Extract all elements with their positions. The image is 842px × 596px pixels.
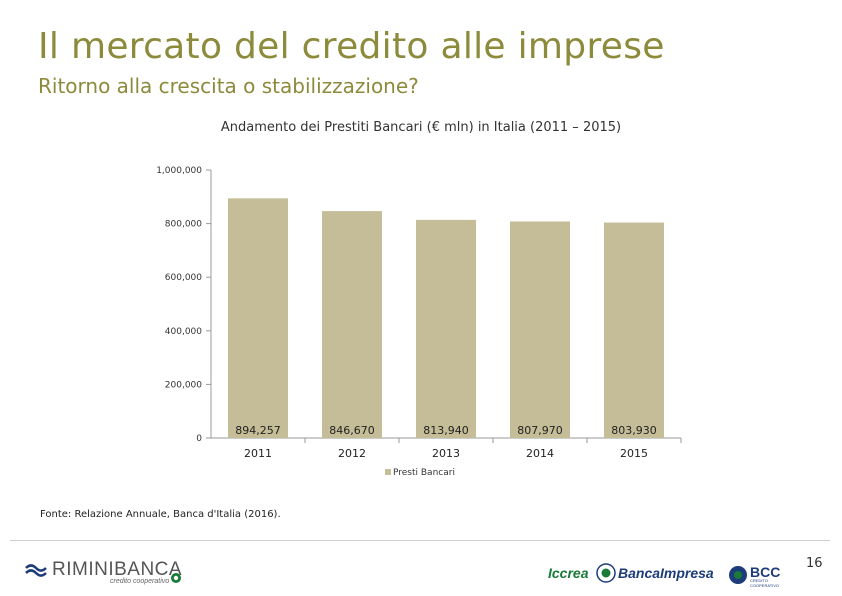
- riminibanca-mark-icon: [25, 564, 47, 577]
- data-label: 813,940: [423, 424, 469, 437]
- riminibanca-logo-text: RIMINIBANCA: [52, 559, 183, 580]
- data-label: 807,970: [517, 424, 563, 437]
- legend-label: Presti Bancari: [393, 468, 455, 478]
- page-number: 16: [806, 556, 823, 571]
- legend-swatch: [385, 469, 391, 475]
- iccrea-logo-text: Iccrea: [548, 565, 589, 581]
- x-tick-label: 2015: [620, 447, 648, 460]
- y-tick-label: 600,000: [165, 273, 202, 283]
- bar: [510, 221, 570, 438]
- bcc-logo-tagline: CREDITO COOPERATIVO: [750, 578, 780, 588]
- data-label: 894,257: [235, 424, 281, 437]
- bar-chart: 0 200,000 400,000 600,000 800,000 1,000,000 89…: [156, 166, 682, 478]
- bar: [604, 222, 664, 438]
- x-tick-label: 2013: [432, 447, 460, 460]
- y-tick-label: 400,000: [165, 327, 202, 337]
- iccrea-bancaimpresa-logo: Iccrea BancaImpresa: [546, 561, 726, 587]
- bcc-mark-icon: [729, 566, 747, 584]
- bancaimpresa-logo-text: BancaImpresa: [618, 565, 714, 581]
- y-tick-label: 1,000,000: [156, 166, 202, 176]
- page-subtitle: Ritorno alla crescita o stabilizzazione?: [38, 74, 419, 98]
- x-tick-label: 2011: [244, 447, 272, 460]
- bar: [228, 198, 288, 438]
- y-tick-label: 200,000: [165, 380, 202, 390]
- chart-title: Andamento dei Prestiti Bancari (€ mln) i…: [220, 120, 622, 135]
- bcc-logo: BCC CREDITO COOPERATIVO: [728, 562, 792, 588]
- x-tick-label: 2014: [526, 447, 554, 460]
- bar: [416, 219, 476, 438]
- bar: [322, 211, 382, 438]
- iccrea-mark-icon: [596, 563, 616, 583]
- data-label: 803,930: [611, 424, 657, 437]
- riminibanca-tagline: credito cooperativo: [110, 578, 170, 585]
- bcc-small-mark-icon: [171, 573, 181, 583]
- page-title: Il mercato del credito alle imprese: [38, 26, 665, 67]
- data-label: 846,670: [329, 424, 375, 437]
- x-tick-label: 2012: [338, 447, 366, 460]
- footer-divider: [10, 540, 830, 541]
- y-tick-label: 0: [196, 434, 202, 444]
- bcc-logo-text: BCC: [750, 564, 781, 580]
- source-note: Fonte: Relazione Annuale, Banca d'Italia…: [40, 509, 281, 520]
- riminibanca-logo: RIMINIBANCA credito cooperativo: [24, 558, 184, 586]
- y-tick-label: 800,000: [165, 220, 202, 230]
